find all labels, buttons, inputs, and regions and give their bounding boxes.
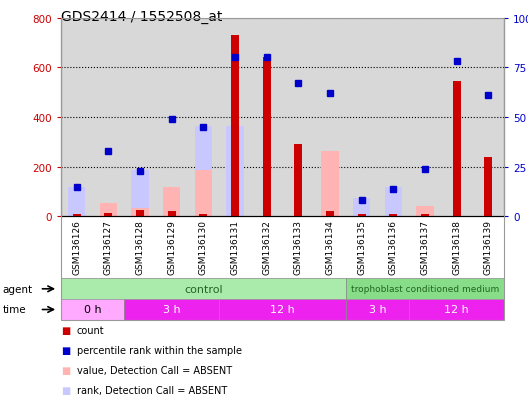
Bar [357, 214, 365, 217]
Bar [219, 299, 346, 320]
Bar [294, 145, 302, 217]
Bar [409, 299, 504, 320]
Text: time: time [3, 305, 26, 315]
Bar [389, 214, 397, 217]
Bar [346, 299, 409, 320]
Text: 3 h: 3 h [163, 305, 181, 315]
Text: GDS2414 / 1552508_at: GDS2414 / 1552508_at [61, 10, 222, 24]
Bar [61, 279, 346, 299]
Bar [416, 207, 433, 217]
Text: ■: ■ [61, 365, 70, 375]
Text: ■: ■ [61, 345, 70, 355]
Bar [131, 171, 148, 217]
Bar [194, 126, 212, 217]
Bar [105, 213, 112, 217]
Text: ■: ■ [61, 385, 70, 395]
Bar [384, 187, 402, 217]
Bar [124, 299, 219, 320]
Bar [421, 214, 429, 217]
Bar [73, 214, 81, 217]
Bar [168, 212, 175, 217]
Text: 12 h: 12 h [445, 305, 469, 315]
Text: count: count [77, 325, 104, 335]
Bar [61, 299, 124, 320]
Text: control: control [184, 284, 223, 294]
Bar [262, 58, 270, 217]
Text: rank, Detection Call = ABSENT: rank, Detection Call = ABSENT [77, 385, 227, 395]
Bar [326, 212, 334, 217]
Bar [131, 208, 148, 217]
Text: 0 h: 0 h [83, 305, 101, 315]
Text: 12 h: 12 h [270, 305, 295, 315]
Bar [226, 126, 243, 217]
Bar [321, 151, 338, 217]
Text: ■: ■ [61, 325, 70, 335]
Bar [452, 82, 460, 217]
Bar [136, 211, 144, 217]
Bar [163, 187, 180, 217]
Text: agent: agent [3, 284, 33, 294]
Bar [199, 214, 207, 217]
Text: 3 h: 3 h [369, 305, 386, 315]
Text: trophoblast conditioned medium: trophoblast conditioned medium [351, 285, 499, 294]
Bar [99, 203, 117, 217]
Text: percentile rank within the sample: percentile rank within the sample [77, 345, 242, 355]
Bar [231, 36, 239, 217]
Bar [346, 279, 504, 299]
Bar [68, 187, 85, 217]
Bar [194, 171, 212, 217]
Text: value, Detection Call = ABSENT: value, Detection Call = ABSENT [77, 365, 232, 375]
Bar [353, 198, 370, 217]
Bar [484, 157, 492, 217]
